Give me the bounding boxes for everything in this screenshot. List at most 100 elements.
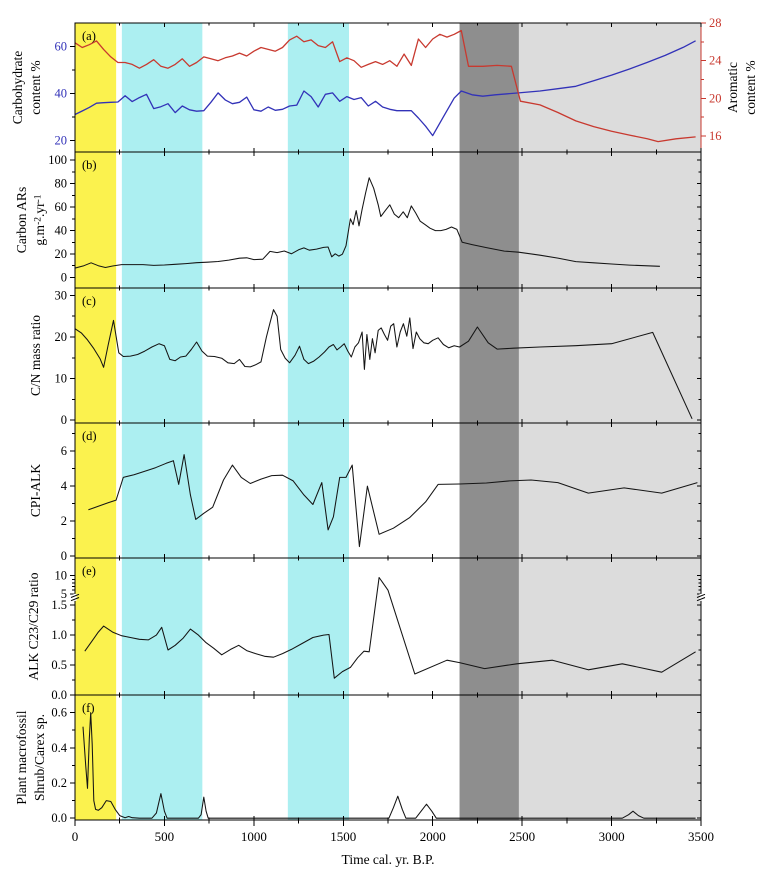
panel-b-ytick-label: 40 <box>55 224 68 238</box>
x-axis-title: Time cal. yr. B.P. <box>342 852 435 867</box>
series-cn-mass-ratio <box>75 309 693 420</box>
panel-a-right-ytick-label: 20 <box>709 91 722 105</box>
series-cpi-alk <box>88 454 698 548</box>
yellow-band <box>75 288 117 423</box>
panel-a-ytick-label: 40 <box>55 86 68 100</box>
cyan-band-early <box>121 558 203 695</box>
panel-b-ytick-label: 80 <box>55 177 68 191</box>
x-tick-label: 1500 <box>330 829 356 844</box>
panel-c-axis-title-line-1: C/N mass ratio <box>28 315 43 396</box>
dark-gray-band <box>459 423 519 558</box>
panel-a-letter: (a) <box>82 29 96 43</box>
panel-a-ytick-label: 20 <box>55 133 68 147</box>
panel-b-letter: (b) <box>82 158 97 172</box>
panel-d-ytick-label: 6 <box>61 444 67 458</box>
panel-d-ytick-label: 2 <box>61 514 67 528</box>
panel-b-axis-title-line-1: Carbon ARs <box>14 187 29 253</box>
panel-f-axis-title-line-1: Plant macrofossil <box>14 710 29 804</box>
series-shrub-carex-ratio <box>82 712 696 819</box>
panel-c: 0 10 20 30 (c) C/N mass ratio <box>28 287 702 427</box>
panel-d-letter: (d) <box>82 429 97 443</box>
dark-gray-band <box>459 695 519 820</box>
aromatic-axis-title-line-2: content % <box>743 60 758 114</box>
light-gray-band <box>518 558 701 695</box>
yellow-band <box>75 695 117 820</box>
dark-gray-band <box>459 288 519 423</box>
series-aromatic-content <box>75 29 696 143</box>
panel-a-axis-title-line-1: Carbohydrate <box>10 51 25 124</box>
x-tick-label: 2000 <box>420 829 446 844</box>
panel-a-ytick-label: 60 <box>55 39 68 53</box>
x-tick-label: 2500 <box>509 829 535 844</box>
x-tick-label: 500 <box>155 829 175 844</box>
light-gray-band <box>518 423 701 558</box>
panel-e-ytick-label: 0.5 <box>51 658 67 672</box>
panel-d-ytick-label: 4 <box>61 479 68 493</box>
yellow-band <box>75 423 117 558</box>
panel-d-ytick-label: 0 <box>61 549 67 563</box>
panel-d-axis-title-line-1: CPI-ALK <box>28 464 43 517</box>
light-gray-band <box>518 152 701 288</box>
light-gray-band <box>518 23 701 152</box>
panel-b-ytick-label: 100 <box>48 153 67 167</box>
yellow-band <box>75 558 117 695</box>
panel-b-ytick-label: 20 <box>55 247 68 261</box>
cyan-band-late <box>287 152 350 288</box>
panel-a: 20 40 60 16 20 24 28 (a) Carbohydrate content % <box>10 16 722 153</box>
panel-b-ytick-label: 60 <box>55 200 68 214</box>
panel-a-right-ytick-label: 16 <box>709 129 722 143</box>
panel-e-ytick-label: 1.0 <box>51 628 67 642</box>
dark-gray-band <box>459 23 519 152</box>
light-gray-band <box>518 695 701 820</box>
x-tick-label: 1000 <box>241 829 267 844</box>
panel-e-ytick-label: 0.0 <box>51 688 67 702</box>
panel-f-ytick-label: 0.0 <box>51 811 67 825</box>
series-carbohydrate-content <box>75 40 696 137</box>
panel-c-letter: (c) <box>82 294 96 308</box>
yellow-band <box>75 152 117 288</box>
panel-f-ytick-label: 0.4 <box>51 741 67 755</box>
dark-gray-band <box>459 152 519 288</box>
cyan-band-late <box>287 558 350 695</box>
panel-f-ytick-label: 0.6 <box>51 706 67 720</box>
panel-a-axis-title-line-2: content % <box>28 60 43 114</box>
panel-a-right-ytick-label: 24 <box>709 54 722 68</box>
panel-f: 0.0 0.2 0.4 0.6 (f) Plant macrofossil Shrub/Ca… <box>14 694 702 825</box>
light-gray-band <box>518 288 701 423</box>
dark-gray-band <box>459 558 519 695</box>
panel-c-ytick-label: 0 <box>61 413 67 427</box>
panel-e-ytick-label: 1.5 <box>51 598 67 612</box>
yellow-band <box>75 23 117 152</box>
panel-b-axis-title-line-2: g.m-2.yr-1 <box>32 194 47 245</box>
panel-f-axis-title-line-2: Shrub/Carex sp. <box>32 714 47 801</box>
panel-c-ytick-label: 30 <box>55 288 68 302</box>
x-axis: 0 500 1000 1500 2000 2500 3000 3500 Time cal. yr… <box>72 820 714 867</box>
panel-b: 0 20 40 60 80 100 (b) Carbon ARs g.m-2.yr-1 <box>14 151 702 289</box>
panel-e: 0.0 0.5 1.0 1.55 10 (e) ALK C23/C29 ratio <box>26 557 706 702</box>
x-tick-label: 0 <box>72 829 79 844</box>
cyan-band-late <box>287 288 350 423</box>
cyan-band-early <box>121 152 203 288</box>
panel-f-letter: (f) <box>82 701 95 715</box>
series-alk-c23-c29-ratio <box>84 576 696 679</box>
x-tick-label: 3500 <box>688 829 714 844</box>
series-carbon-accumulation-rate <box>75 177 660 269</box>
cyan-band-early <box>121 423 203 558</box>
panel-e-letter: (e) <box>82 564 96 578</box>
cyan-band-late <box>287 23 350 152</box>
cyan-band-early <box>121 23 203 152</box>
aromatic-axis-title-line-1: Aromatic <box>725 62 740 113</box>
panel-b-ytick-label: 0 <box>61 270 67 284</box>
panel-c-ytick-label: 10 <box>55 372 68 386</box>
panel-e-ytick-label: 10 <box>55 569 68 583</box>
panel-d: 0 2 4 6 (d) CPI-ALK <box>28 422 702 563</box>
panel-f-ytick-label: 0.2 <box>51 776 67 790</box>
cyan-band-late <box>287 695 350 820</box>
panel-c-ytick-label: 20 <box>55 330 68 344</box>
panel-e-ytick-label: 5 <box>61 587 67 601</box>
x-tick-label: 3000 <box>599 829 625 844</box>
panel-e-axis-title-line-1: ALK C23/C29 ratio <box>26 572 41 680</box>
panel-a-right-ytick-label: 28 <box>709 16 722 30</box>
